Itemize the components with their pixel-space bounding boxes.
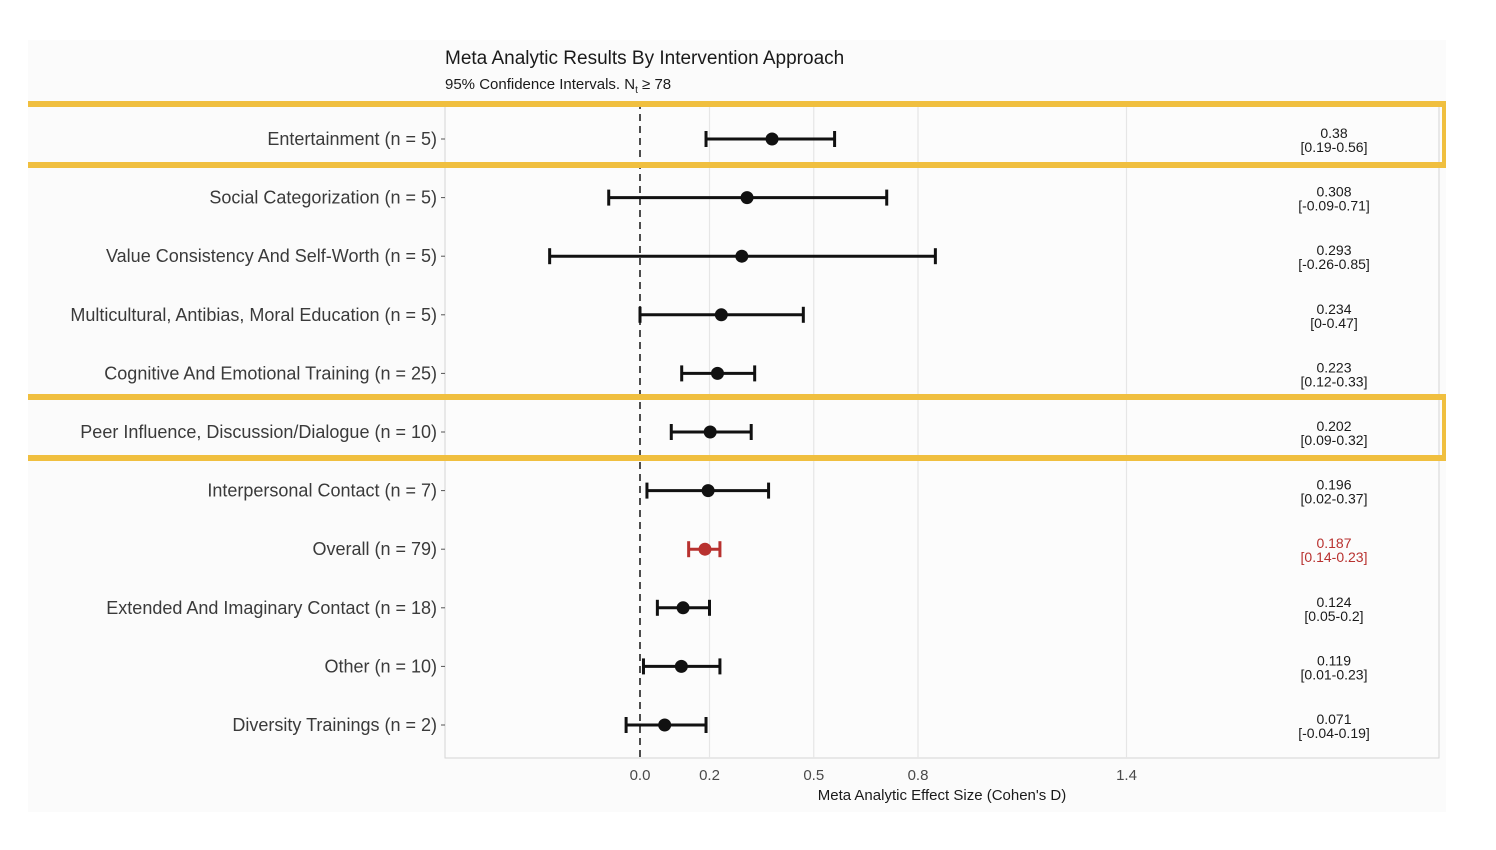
ci-value-label: [-0.26-0.85] <box>1298 256 1370 272</box>
row-label: Overall (n = 79) <box>312 539 437 559</box>
ci-value-label: [0.09-0.32] <box>1301 432 1368 448</box>
estimate-value-label: 0.071 <box>1316 711 1351 727</box>
row-label: Interpersonal Contact (n = 7) <box>207 481 437 501</box>
row-label: Extended And Imaginary Contact (n = 18) <box>106 598 437 618</box>
estimate-value-label: 0.38 <box>1320 125 1347 141</box>
ci-value-label: [-0.09-0.71] <box>1298 198 1370 214</box>
ci-value-label: [0.19-0.56] <box>1301 139 1368 155</box>
estimate-value-label: 0.308 <box>1316 184 1351 200</box>
estimate-value-label: 0.223 <box>1316 359 1351 375</box>
x-tick-label: 0.5 <box>803 767 824 784</box>
ci-value-label: [0.05-0.2] <box>1304 608 1363 624</box>
x-axis-title: Meta Analytic Effect Size (Cohen's D) <box>818 787 1067 804</box>
estimate-value-label: 0.293 <box>1316 242 1351 258</box>
x-tick-label: 0.8 <box>908 767 929 784</box>
chart-subtitle-subscript: t <box>635 85 638 96</box>
highlight-box <box>28 101 1446 168</box>
x-tick-label: 1.4 <box>1116 767 1137 784</box>
row-label: Social Categorization (n = 5) <box>209 188 437 208</box>
forest-plot-figure: Meta Analytic Results By Intervention Ap… <box>28 40 1446 812</box>
plot-panel <box>444 101 1440 759</box>
estimate-value-label: 0.234 <box>1316 301 1351 317</box>
row-label: Multicultural, Antibias, Moral Education… <box>70 305 437 325</box>
ci-value-label: [0.01-0.23] <box>1301 666 1368 682</box>
estimate-value-label: 0.202 <box>1316 418 1351 434</box>
estimate-value-label: 0.119 <box>1317 652 1351 668</box>
estimate-value-label: 0.196 <box>1316 477 1351 493</box>
estimate-value-label: 0.124 <box>1316 594 1351 610</box>
ci-value-label: [0.14-0.23] <box>1301 549 1368 565</box>
ci-value-label: [-0.04-0.19] <box>1298 725 1370 741</box>
ci-value-label: [0.02-0.37] <box>1301 491 1368 507</box>
point-estimate <box>765 132 779 146</box>
chart-subtitle: 95% Confidence Intervals. Nt ≥ 78 <box>445 76 671 96</box>
point-estimate <box>710 366 724 380</box>
chart-subtitle-suffix: ≥ 78 <box>638 76 671 93</box>
x-tick-label: 0.2 <box>699 767 720 784</box>
point-estimate <box>698 542 712 556</box>
ci-value-label: [0-0.47] <box>1310 315 1357 331</box>
point-estimate <box>701 484 715 498</box>
point-estimate <box>703 425 717 439</box>
point-estimate <box>658 718 672 732</box>
point-estimate <box>674 659 688 673</box>
row-label: Cognitive And Emotional Training (n = 25… <box>104 363 437 383</box>
point-estimate <box>740 191 754 205</box>
chart-subtitle-main: 95% Confidence Intervals. N <box>445 76 635 93</box>
forest-plot: Meta Analytic Results By Intervention Ap… <box>28 48 1446 804</box>
row-label: Peer Influence, Discussion/Dialogue (n =… <box>80 422 437 442</box>
point-estimate <box>714 308 728 322</box>
x-tick-label: 0.0 <box>630 767 651 784</box>
plot-area: 0.0 0.2 0.5 0.8 1.4 Entertainment (n = 5) 0.38… <box>28 101 1446 784</box>
row-label: Value Consistency And Self-Worth (n = 5) <box>106 246 437 266</box>
highlight-box <box>28 394 1446 461</box>
row-label: Entertainment (n = 5) <box>267 129 437 149</box>
estimate-value-label: 0.187 <box>1316 535 1351 551</box>
ci-value-label: [0.12-0.33] <box>1301 373 1368 389</box>
row-label: Diversity Trainings (n = 2) <box>232 715 437 735</box>
point-estimate <box>676 601 690 615</box>
point-estimate <box>735 249 749 263</box>
row-label: Other (n = 10) <box>324 656 437 676</box>
chart-title: Meta Analytic Results By Intervention Ap… <box>445 48 844 69</box>
